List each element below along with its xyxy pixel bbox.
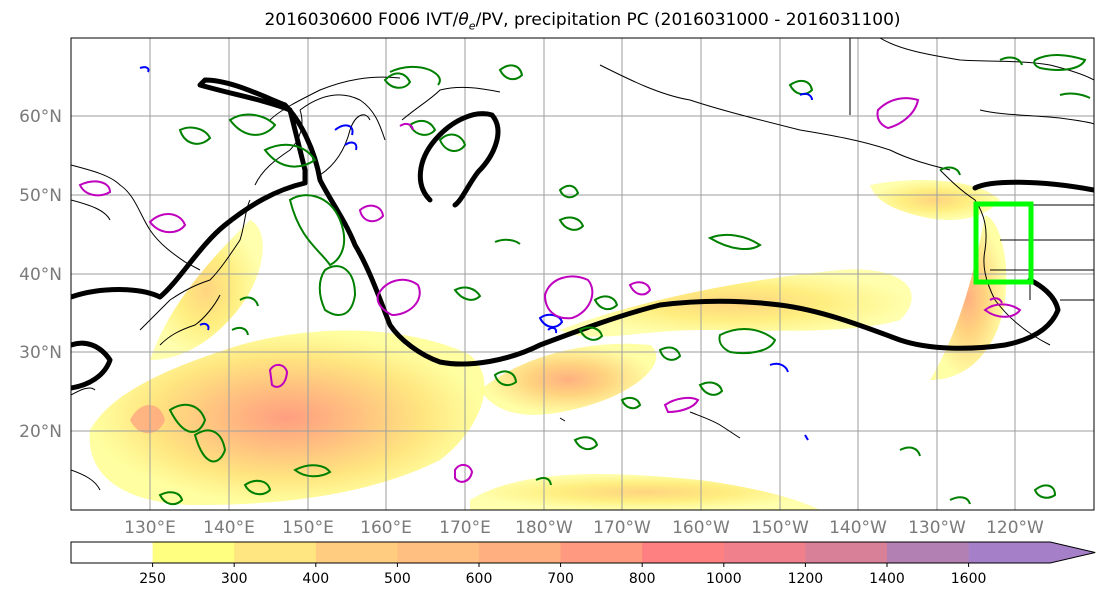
- colorbar-tick-label: 250: [139, 571, 166, 587]
- colorbar-tick-label: 1400: [869, 571, 905, 587]
- gridlines: [71, 38, 1094, 510]
- lon-label-120w: 120°W: [986, 518, 1044, 538]
- colorbar-segment: [152, 542, 235, 563]
- lon-label-130e: 130°E: [124, 518, 176, 538]
- colorbar-tick-label: 1200: [788, 571, 824, 587]
- map-frame: [70, 37, 1095, 511]
- colorbar-segment: [234, 542, 317, 563]
- lon-label-140w: 140°W: [829, 518, 887, 538]
- pv-contour: [71, 77, 1094, 391]
- colorbar: 250 300 400 500 600 700 800 1000 1200 1400 1600: [70, 541, 1096, 587]
- positive-contours: [158, 54, 1091, 506]
- lon-label-150w: 150°W: [751, 518, 809, 538]
- colorbar-tick-label: 1600: [951, 571, 987, 587]
- colorbar-outline: [70, 541, 1096, 564]
- colorbar-segment: [560, 542, 643, 563]
- colorbar-tick-label: 400: [302, 571, 329, 587]
- lon-label-140e: 140°E: [203, 518, 255, 538]
- lon-label-160w: 160°W: [672, 518, 730, 538]
- colorbar-segment: [887, 542, 970, 563]
- lon-label-150e: 150°E: [282, 518, 334, 538]
- colorbar-tick-label: 700: [547, 571, 574, 587]
- lat-label-40n: 40°N: [19, 265, 62, 285]
- colorbar-segment: [968, 542, 1096, 563]
- colorbar-tick-label: 1000: [706, 571, 742, 587]
- negative-contours: [139, 66, 813, 441]
- lon-label-130w: 130°W: [908, 518, 966, 538]
- lon-label-170e: 170°E: [439, 518, 491, 538]
- colorbar-tick-label: 800: [629, 571, 656, 587]
- lon-label-180w: 180°W: [515, 518, 573, 538]
- lat-labels: 20°N 30°N 40°N 50°N 60°N: [19, 107, 62, 442]
- lat-label-50n: 50°N: [19, 186, 62, 206]
- colorbar-tick-label: 600: [466, 571, 493, 587]
- lon-labels: 130°E 140°E 150°E 160°E 170°E 180°W 170°…: [124, 518, 1044, 538]
- lat-label-20n: 20°N: [19, 422, 62, 442]
- colorbar-ticks: 250 300 400 500 600 700 800 1000 1200 1400 1600: [139, 563, 986, 587]
- lon-label-170w: 170°W: [593, 518, 651, 538]
- lon-label-160e: 160°E: [360, 518, 412, 538]
- map-title: 2016030600 F006 IVT/θe/PV, precipitation…: [264, 10, 901, 33]
- colorbar-segment: [805, 542, 888, 563]
- target-box: [973, 201, 1034, 285]
- colorbar-tick-label: 500: [384, 571, 411, 587]
- colorbar-segment: [479, 542, 562, 563]
- colorbar-tick-label: 300: [221, 571, 248, 587]
- lat-label-30n: 30°N: [19, 343, 62, 363]
- colorbar-segment: [315, 542, 398, 563]
- colorbar-segments: [70, 541, 1096, 564]
- colorbar-segment: [642, 542, 725, 563]
- colorbar-segment: [71, 542, 154, 563]
- lat-label-60n: 60°N: [19, 107, 62, 127]
- theta-e-contours: [78, 97, 1022, 483]
- colorbar-segment: [397, 542, 480, 563]
- colorbar-segment: [723, 542, 806, 563]
